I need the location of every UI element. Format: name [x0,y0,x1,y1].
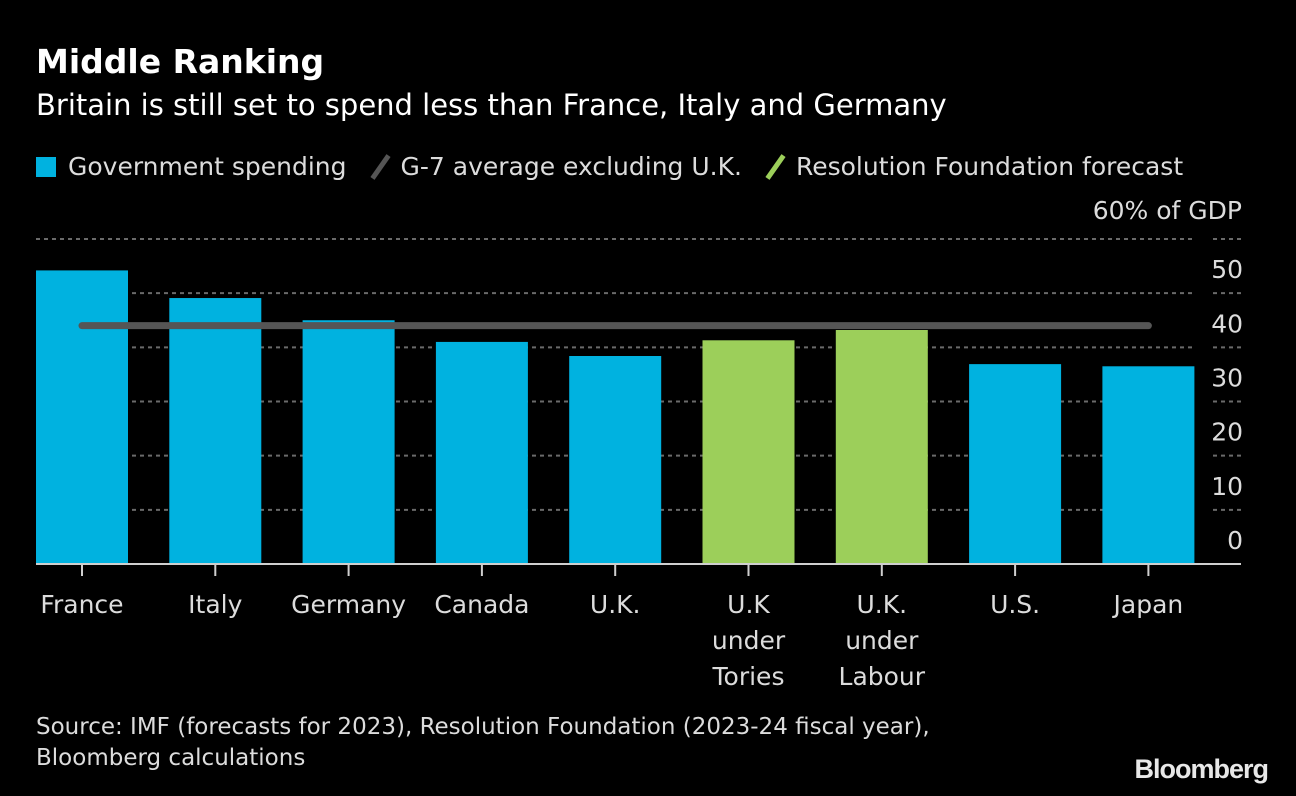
x-tick-label: U.S. [990,590,1040,619]
y-tick-label: 10 [1211,472,1243,501]
bar [302,320,395,564]
y-tick-label: 20 [1211,418,1243,447]
x-tick-label: France [40,590,123,619]
chart-subtitle: Britain is still set to spend less than … [36,88,947,122]
legend-label: G-7 average excluding U.K. [400,152,742,181]
y-axis-unit-label: 60% of GDP [1092,196,1242,225]
y-tick-label: 0 [1227,526,1243,555]
y-tick-label: 30 [1211,364,1243,393]
x-tick-label: Germany [291,590,406,619]
legend-item-g7-average: G-7 average excluding U.K. [369,152,742,181]
source-line-1: Source: IMF (forecasts for 2023), Resolu… [36,714,930,740]
bar [1102,366,1195,564]
bar [435,341,528,564]
source-line-2: Bloomberg calculations [36,745,306,771]
legend-label: Resolution Foundation forecast [795,152,1184,181]
x-tick-label: Tories [712,662,785,691]
x-tick-label: Italy [188,590,242,619]
bar [569,356,662,564]
x-tick-label: under [712,626,786,655]
x-tick-label: under [845,626,919,655]
x-tick-label: Japan [1112,590,1184,619]
source-note: Source: IMF (forecasts for 2023), Resolu… [36,712,930,774]
y-tick-label: 40 [1211,309,1243,338]
y-tick-label: 50 [1211,255,1243,284]
x-tick-label: Labour [839,662,926,691]
legend-item-government-spending: Government spending [36,152,347,181]
chart-title: Middle Ranking [36,42,325,81]
bar [169,298,262,564]
bar [702,340,795,564]
bar [835,330,928,564]
bloomberg-logo: Bloomberg [1134,754,1269,784]
legend-item-resolution-forecast: Resolution Foundation forecast [764,152,1183,181]
x-tick-label: U.K. [857,590,908,619]
legend-swatch-government-spending [36,156,56,177]
x-tick-label: Canada [434,590,529,619]
legend-label: Government spending [68,152,347,181]
bar [36,270,128,564]
x-tick-label: U.K [727,590,770,619]
bar [969,364,1062,564]
x-tick-label: U.K. [590,590,641,619]
legend: Government spending G-7 average excludin… [36,152,1205,181]
